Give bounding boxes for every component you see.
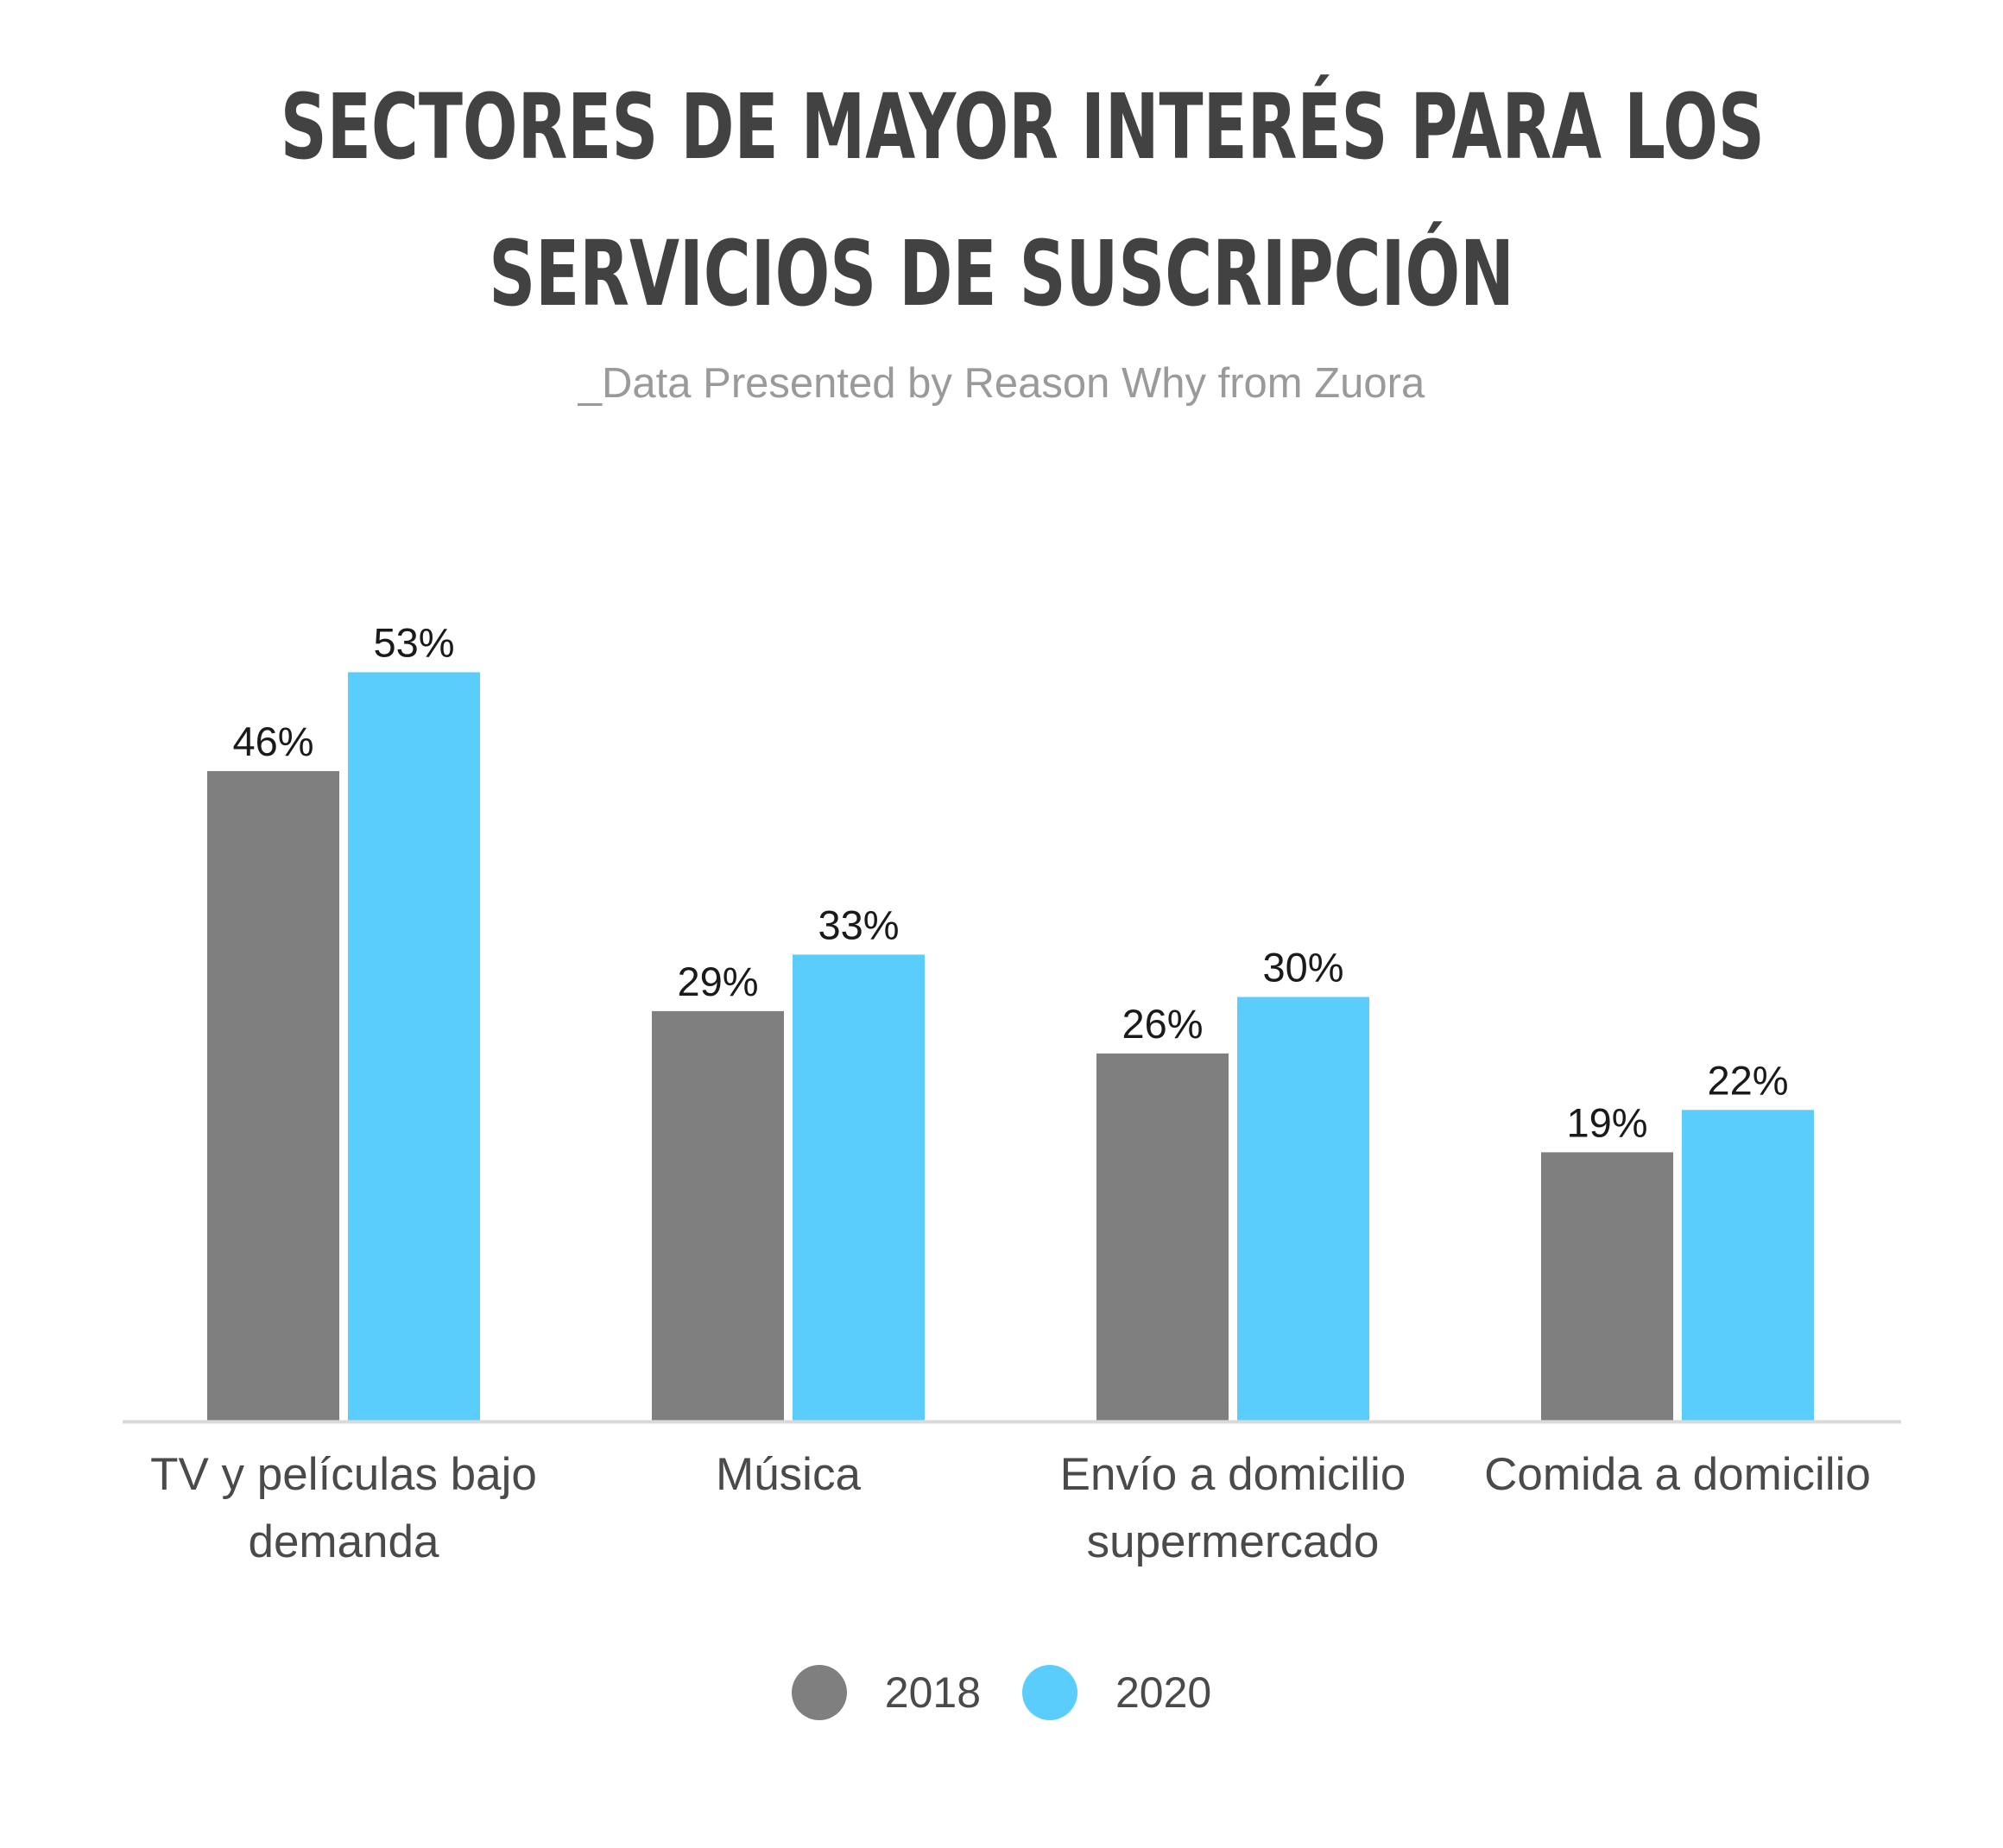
category-label-0-line-0: TV y películas bajo bbox=[150, 1449, 537, 1500]
category-label-2-line-1: supermercado bbox=[1087, 1516, 1380, 1567]
legend-item-2020: 2020 bbox=[1022, 1665, 1211, 1720]
bar-2018-0 bbox=[207, 770, 339, 1421]
bar-2020-3 bbox=[1682, 1110, 1814, 1421]
bar-2018-2 bbox=[1096, 1053, 1229, 1421]
data-label-2018-2: 26% bbox=[1122, 1001, 1203, 1047]
category-label-0-line-1: demanda bbox=[248, 1516, 439, 1567]
data-label-2018-0: 46% bbox=[232, 718, 313, 764]
chart-title-line-2: SERVICIOS DE SUSCRIPCIÓN bbox=[489, 221, 1514, 326]
data-label-2020-1: 33% bbox=[818, 902, 899, 947]
category-label-1-line-0: Música bbox=[716, 1449, 861, 1500]
bar-2020-2 bbox=[1237, 997, 1369, 1421]
chart-title-line-1: SECTORES DE MAYOR INTERÉS PARA LOS bbox=[280, 74, 1765, 180]
legend-swatch-2018 bbox=[791, 1665, 847, 1720]
legend-item-2018: 2018 bbox=[791, 1665, 981, 1720]
data-label-2018-1: 29% bbox=[677, 959, 758, 1004]
bar-2020-0 bbox=[348, 672, 480, 1421]
bar-2018-3 bbox=[1541, 1152, 1673, 1421]
legend-swatch-2020 bbox=[1022, 1665, 1077, 1720]
chart-legend: 2018 2020 bbox=[0, 1658, 2003, 1727]
chart-subtitle: _Data Presented by Reason Why from Zuora bbox=[578, 360, 1425, 407]
data-label-2020-2: 30% bbox=[1262, 945, 1343, 990]
category-label-3-line-0: Comida a domicilio bbox=[1484, 1449, 1871, 1500]
bar-2018-1 bbox=[652, 1010, 784, 1421]
data-label-2018-3: 19% bbox=[1566, 1099, 1647, 1145]
data-label-2020-3: 22% bbox=[1707, 1057, 1788, 1103]
legend-label-2018: 2018 bbox=[884, 1668, 981, 1717]
category-label-2-line-0: Envío a domicilio bbox=[1060, 1449, 1406, 1500]
data-label-2020-0: 53% bbox=[373, 619, 454, 665]
legend-label-2020: 2020 bbox=[1115, 1668, 1212, 1717]
bar-2020-1 bbox=[793, 954, 925, 1421]
